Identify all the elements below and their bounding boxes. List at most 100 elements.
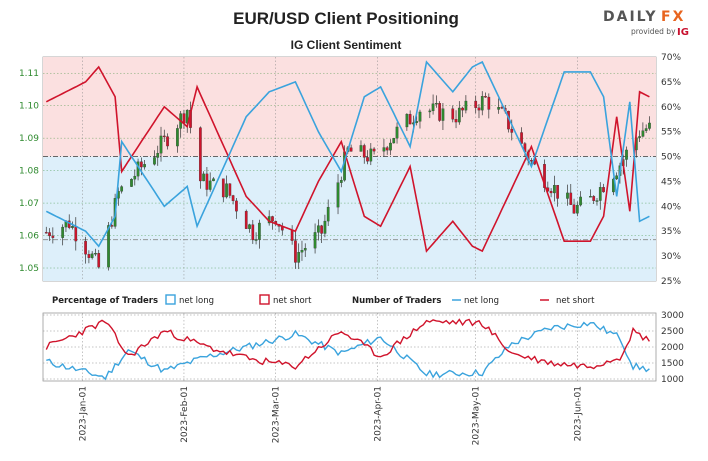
candle-body <box>592 196 596 201</box>
percent-tick: 60% <box>661 103 681 113</box>
percent-tick: 50% <box>661 153 681 163</box>
price-tick: 1.06 <box>19 232 39 242</box>
trader-count-panel: 1000 1500 2000 2500 3000 <box>42 311 684 385</box>
candle-body <box>212 178 215 182</box>
candle-body <box>90 253 94 258</box>
candle-body <box>362 145 366 158</box>
candle-body <box>441 108 445 121</box>
candle-body <box>510 128 514 133</box>
count-tick: 1500 <box>661 359 684 369</box>
candle-body <box>615 175 619 180</box>
candle-body <box>61 226 65 238</box>
count-tick: 2500 <box>661 327 684 337</box>
candle-body <box>339 180 343 183</box>
date-axis: 2023-Jan-01 2023-Feb-01 2023-Mar-01 2023… <box>78 386 583 445</box>
candle-body <box>572 204 576 214</box>
brand-name-main: DAILY <box>603 9 658 25</box>
candle-body <box>208 180 212 190</box>
candle-body <box>392 138 396 144</box>
candle-body <box>221 178 225 198</box>
candle-body <box>336 182 340 208</box>
legend-pct-short: net short <box>273 296 312 306</box>
candle-body <box>294 240 297 263</box>
price-tick: 1.07 <box>19 199 39 209</box>
candle-body <box>435 103 438 105</box>
candle-body <box>366 157 369 162</box>
candle-body <box>133 175 137 180</box>
candle-body <box>244 211 248 229</box>
legend-num-short: net short <box>556 296 595 306</box>
legend: Percentage of Traders net long net short… <box>52 294 595 306</box>
candle-body <box>415 121 419 123</box>
legend-long-swatch <box>165 294 176 305</box>
percent-tick: 25% <box>661 277 681 287</box>
candle-body <box>464 100 468 111</box>
candle-body <box>176 128 179 147</box>
candle-body <box>644 128 648 131</box>
price-tick: 1.11 <box>19 69 39 79</box>
net-short-pct-line <box>45 65 650 253</box>
candle-body <box>84 240 87 255</box>
candle-body <box>74 226 78 242</box>
candle-body <box>579 196 582 206</box>
candle-body <box>44 232 48 234</box>
sentiment-fills <box>43 57 656 281</box>
candle-body <box>428 110 432 113</box>
candle-body <box>575 204 579 214</box>
candle-body <box>349 147 353 152</box>
candle-body <box>205 173 209 190</box>
candle-body <box>159 135 163 154</box>
count-tick: 1000 <box>661 375 684 385</box>
candle-body <box>474 100 478 108</box>
candle-body <box>254 239 258 241</box>
candle-body <box>153 157 156 165</box>
candle-body <box>94 252 97 255</box>
candle-body <box>385 147 389 151</box>
candle-body <box>530 160 533 162</box>
price-tick: 1.09 <box>19 134 39 144</box>
candle-body <box>225 183 228 198</box>
candle-body <box>202 173 205 182</box>
candle-body <box>487 96 491 110</box>
candle-body <box>431 103 435 112</box>
chart-title: EUR/USD Client Positioning <box>233 9 459 28</box>
percent-tick: 45% <box>661 177 681 187</box>
candle-body <box>520 132 523 144</box>
candle-body <box>317 225 320 233</box>
count-tick: 3000 <box>661 311 684 321</box>
candle-body <box>359 145 363 152</box>
candle-body <box>625 149 628 160</box>
dailyfx-logo: DAILY FX provided by IG <box>603 9 689 38</box>
price-axis: 1.05 1.06 1.07 1.08 1.09 1.10 1.11 <box>19 69 39 274</box>
date-tick: 2023-May-01 <box>472 386 482 445</box>
candle-body <box>162 135 166 138</box>
candle-body <box>602 187 605 193</box>
percent-tick: 65% <box>661 78 681 88</box>
percent-tick: 40% <box>661 202 681 212</box>
count-tick: 2000 <box>661 343 684 353</box>
candle-body <box>566 192 569 199</box>
candle-body <box>326 206 330 222</box>
candle-body <box>248 224 251 229</box>
candle-body <box>156 153 160 158</box>
brand-provided-by: provided by <box>631 27 676 36</box>
candle-body <box>595 200 599 202</box>
candle-body <box>107 225 110 268</box>
candle-body <box>461 107 464 111</box>
candle-body <box>369 148 373 162</box>
candle-body <box>97 252 101 268</box>
candle-body <box>484 96 487 98</box>
candle-body <box>110 225 114 227</box>
candle-body <box>71 226 74 228</box>
candle-body <box>251 224 255 241</box>
candle-body <box>372 148 376 152</box>
date-tick: 2023-Apr-01 <box>373 386 383 442</box>
legend-pct-long: net long <box>179 296 214 306</box>
candle-body <box>408 113 412 125</box>
legend-num-heading: Number of Traders <box>352 296 441 306</box>
candle-body <box>231 195 235 202</box>
brand-name-fx: FX <box>661 9 685 25</box>
candle-body <box>235 200 238 212</box>
candle-body <box>454 119 458 123</box>
